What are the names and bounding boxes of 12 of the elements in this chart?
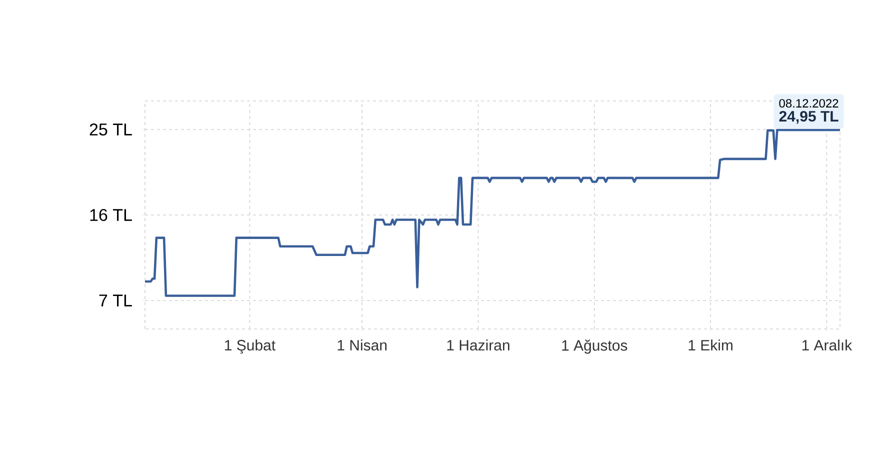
annotation: 24,95 TL bbox=[779, 110, 838, 124]
x-tick-label: 1 Ağustos bbox=[562, 340, 628, 354]
y-tick-label: 16 TL bbox=[90, 208, 132, 222]
x-tick-label: 1 Haziran bbox=[447, 340, 510, 351]
annotation: 08.12.2022 bbox=[779, 99, 838, 108]
x-tick-label: 1 Ekim bbox=[688, 340, 732, 350]
x-tick-label: 1 Şubat bbox=[225, 340, 276, 354]
x-tick-label: 1 Nisan bbox=[338, 340, 387, 351]
line-series bbox=[144, 128, 842, 297]
y-tick-label: 25 TL bbox=[90, 123, 132, 136]
x-tick-label: 1 Aralık bbox=[802, 340, 852, 351]
y-tick-label: 7 TL bbox=[99, 294, 132, 306]
